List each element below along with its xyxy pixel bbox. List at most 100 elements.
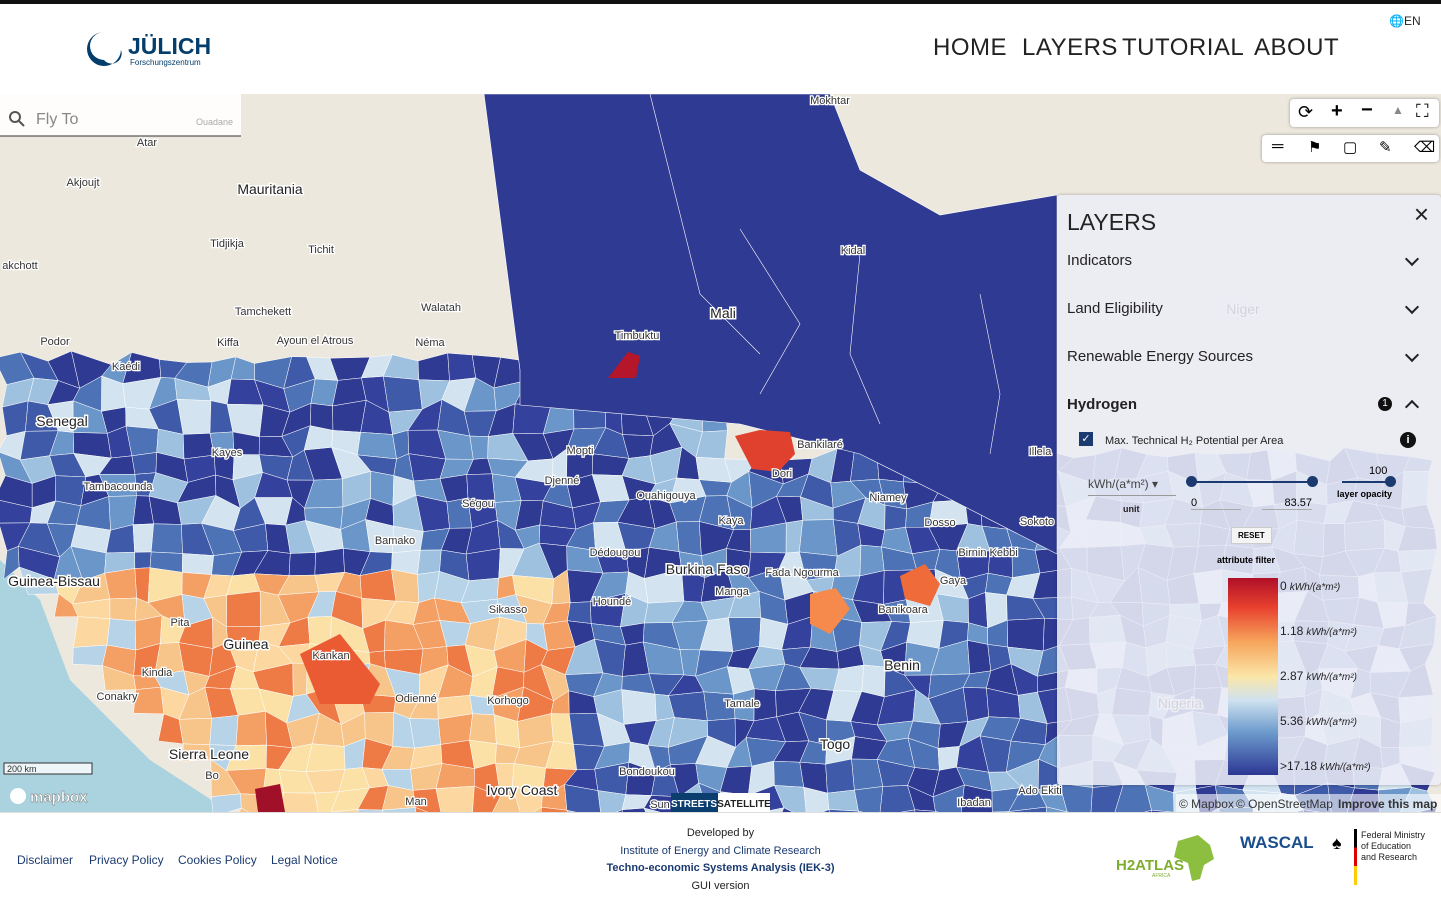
- legend-value: >17.18: [1280, 759, 1317, 773]
- opacity-value: 100: [1369, 465, 1387, 477]
- nav-layers[interactable]: LAYERS: [1022, 34, 1118, 62]
- unit-value[interactable]: kWh/(a*m²): [1088, 477, 1149, 491]
- mapbox-brand[interactable]: mapbox: [30, 789, 88, 806]
- region: [469, 714, 496, 744]
- region: [132, 452, 157, 474]
- region: [126, 426, 158, 456]
- map-label: Houndé: [593, 596, 632, 608]
- draw-polygon[interactable]: ⚑: [1308, 138, 1321, 156]
- map-label: Birnin Kebbi: [958, 547, 1017, 559]
- map-label: Sokoto: [1020, 516, 1054, 528]
- basemap-satellite-label[interactable]: SATELLITE: [717, 799, 771, 810]
- eagle-icon: ♠: [1332, 833, 1342, 854]
- map-label: Gaya: [940, 575, 967, 587]
- h2atlas-sub: AFRICA: [1152, 873, 1170, 879]
- group-hydrogen[interactable]: Hydrogen: [1067, 396, 1137, 413]
- map-label: Sun: [650, 799, 670, 811]
- region: [448, 353, 476, 381]
- region-red: [255, 784, 285, 812]
- draw-line[interactable]: ═: [1272, 138, 1283, 156]
- map-label: Néma: [415, 337, 445, 349]
- region: [177, 399, 211, 434]
- close-button[interactable]: ×: [1414, 199, 1429, 230]
- attribution[interactable]: © OpenStreetMap: [1236, 797, 1333, 811]
- map-label: Tambacounda: [83, 481, 153, 493]
- expand-icon[interactable]: [1405, 300, 1419, 314]
- reset-button[interactable]: RESET: [1231, 527, 1272, 544]
- region: [135, 552, 152, 569]
- range-max-input[interactable]: 83.57: [1262, 497, 1312, 510]
- group-land[interactable]: Land Eligibility: [1067, 300, 1163, 317]
- region: [410, 719, 441, 749]
- region: [1007, 618, 1044, 651]
- edit[interactable]: ✎: [1379, 138, 1392, 156]
- map-label: Bamako: [375, 535, 415, 547]
- erase[interactable]: ⌫: [1414, 138, 1435, 156]
- wascal-logo: WASCAL: [1240, 833, 1314, 853]
- zoom-in[interactable]: +: [1331, 100, 1343, 123]
- legend-unit: kWh/(a*m²): [1306, 717, 1357, 728]
- attribution[interactable]: © Mapbox: [1179, 797, 1234, 811]
- language-code[interactable]: EN: [1404, 14, 1421, 28]
- rotate-button[interactable]: ⟳: [1298, 102, 1313, 123]
- map-label: Manga: [715, 586, 750, 598]
- version: GUI version: [0, 880, 1441, 892]
- layers-panel: LAYERS × Indicators Land Eligibility Ren…: [1057, 195, 1441, 785]
- group-indicators[interactable]: Indicators: [1067, 252, 1132, 269]
- search-placeholder[interactable]: Fly To: [36, 111, 78, 128]
- nav-tutorial[interactable]: TUTORIAL: [1122, 34, 1244, 62]
- opacity-label: layer opacity: [1337, 489, 1392, 499]
- division[interactable]: Techno-economic Systems Analysis (IEK-3): [0, 862, 1441, 874]
- collapse-icon[interactable]: [1405, 400, 1419, 414]
- region: [182, 554, 213, 575]
- group-res[interactable]: Renewable Energy Sources: [1067, 348, 1253, 365]
- map-label: Man: [405, 796, 426, 808]
- layer-name[interactable]: Max. Technical H₂ Potential per Area: [1105, 435, 1283, 447]
- legend-value: 1.18: [1280, 624, 1303, 638]
- zoom-out[interactable]: −: [1361, 99, 1373, 122]
- region: [73, 617, 110, 648]
- layer-checkbox[interactable]: ✓: [1079, 432, 1093, 446]
- unit-select[interactable]: kWh/(a*m²) ▾: [1088, 477, 1176, 496]
- basemap-streets-label[interactable]: STREETS: [671, 799, 717, 810]
- region: [73, 645, 107, 666]
- range-min-handle[interactable]: [1186, 476, 1197, 487]
- compass[interactable]: ▲: [1392, 103, 1404, 117]
- attribution[interactable]: Improve this map: [1338, 797, 1437, 811]
- map-label: Mopti: [567, 445, 594, 457]
- search-hint: Ouadane: [196, 117, 233, 127]
- map-label: Ségou: [462, 498, 494, 510]
- map-label: Mali: [710, 305, 736, 321]
- nav-home[interactable]: HOME: [933, 34, 1007, 62]
- nav-about[interactable]: ABOUT: [1254, 34, 1339, 62]
- fullscreen[interactable]: ⛶: [1416, 101, 1429, 122]
- institute[interactable]: Institute of Energy and Climate Research: [0, 845, 1441, 857]
- region: [293, 663, 307, 696]
- map-label: Togo: [820, 736, 851, 752]
- region: [2, 401, 28, 436]
- region: [622, 690, 657, 725]
- range-min-input[interactable]: 0: [1191, 497, 1241, 510]
- region: [107, 619, 136, 650]
- language[interactable]: 🌐EN: [1389, 14, 1421, 28]
- expand-icon[interactable]: [1405, 348, 1419, 362]
- logo-icon: [84, 30, 124, 68]
- region: [110, 598, 137, 621]
- expand-icon[interactable]: [1405, 252, 1419, 266]
- ministry-line: and Research: [1361, 852, 1425, 863]
- legend-ramp: [1228, 578, 1278, 775]
- opacity-handle[interactable]: [1385, 476, 1396, 487]
- map-toolbar: ⟳ + − ▲ ⛶: [1290, 99, 1439, 127]
- map-label: Djenné: [545, 475, 580, 487]
- range-max-handle[interactable]: [1307, 476, 1318, 487]
- info-icon[interactable]: i: [1400, 432, 1416, 448]
- unit-label: unit: [1123, 504, 1140, 514]
- map-label: Tidjikja: [210, 238, 245, 250]
- legend-value: 5.36: [1280, 714, 1303, 728]
- draw-rectangle[interactable]: ▢: [1343, 138, 1357, 156]
- region: [236, 711, 267, 745]
